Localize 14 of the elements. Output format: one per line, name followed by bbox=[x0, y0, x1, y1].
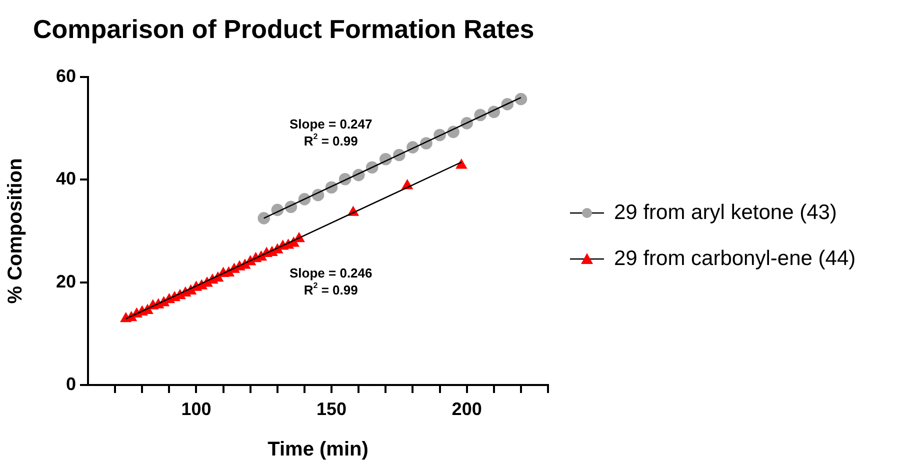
x-tick-label: 100 bbox=[181, 398, 212, 419]
x-tick-label: 150 bbox=[316, 398, 347, 419]
x-tick-label: 200 bbox=[452, 398, 482, 419]
annotation: Slope = 0.247 bbox=[290, 116, 372, 132]
y-tick-label: 40 bbox=[56, 168, 76, 189]
y-axis-title: % Composition bbox=[4, 158, 27, 304]
x-axis-title: Time (min) bbox=[268, 438, 368, 461]
y-tick-label: 20 bbox=[56, 271, 76, 292]
y-tick-label: 0 bbox=[66, 374, 76, 394]
annotation: Slope = 0.246 bbox=[290, 266, 372, 281]
y-tick-label: 60 bbox=[56, 66, 76, 86]
chart-title: Comparison of Product Formation Rates bbox=[33, 14, 534, 45]
legend-label: 29 from aryl ketone (43) bbox=[614, 201, 837, 225]
legend-label: 29 from carbonyl-ene (44) bbox=[614, 247, 856, 271]
